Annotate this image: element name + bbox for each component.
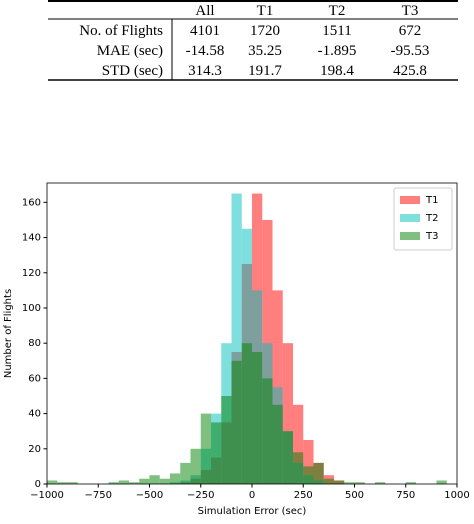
bar [436, 480, 447, 484]
x-tick-label: 750 [396, 490, 415, 501]
header-cell: T1 [257, 3, 274, 19]
cell: 314.3 [188, 63, 222, 79]
y-tick-label: 40 [28, 409, 41, 420]
bar [303, 466, 314, 484]
bar [241, 343, 252, 484]
bar [252, 351, 263, 484]
x-tick-label: −1000 [30, 490, 64, 501]
bar [344, 482, 355, 484]
bar [211, 422, 222, 484]
bar [231, 360, 242, 484]
y-tick-label: 120 [22, 268, 41, 279]
bar [170, 473, 181, 484]
cell: 4101 [190, 23, 220, 39]
x-tick-label: −250 [187, 490, 214, 501]
x-tick-label: −750 [85, 490, 112, 501]
header-cell: T2 [329, 3, 346, 19]
y-tick-label: 160 [22, 197, 41, 208]
x-tick-label: 0 [249, 490, 255, 501]
bar [200, 413, 211, 484]
cell: 425.8 [393, 63, 427, 79]
x-tick-label: 250 [294, 490, 313, 501]
legend-label: T3 [425, 231, 438, 242]
chart: −1000 −750 −500 −250 0 250 500 750 1000 0 20 40 60 80… [3, 182, 470, 517]
bar [108, 482, 119, 484]
y-tick-label: 140 [22, 233, 41, 244]
legend-label: T2 [425, 213, 438, 224]
bar [118, 480, 129, 484]
header-cell: T3 [402, 3, 419, 19]
y-tick-label: 20 [28, 444, 41, 455]
bar [57, 482, 68, 484]
table: All T1 T2 T3 No. of Flights 4101 1720 1511 672 MA… [48, 0, 458, 81]
row-label: No. of Flights [79, 23, 163, 39]
cell: -14.58 [186, 43, 225, 59]
y-axis-label: Number of Flights [3, 289, 14, 378]
bar [67, 482, 78, 484]
bar [293, 404, 304, 484]
cell: 672 [399, 23, 422, 39]
x-tick-label: 500 [345, 490, 364, 501]
x-tick-label: −500 [136, 490, 163, 501]
bar [375, 482, 386, 484]
cell: 1720 [250, 23, 280, 39]
bar [190, 448, 201, 484]
legend-label: T1 [425, 195, 438, 206]
bar [293, 452, 304, 484]
cell: -1.895 [318, 43, 357, 59]
cell: 1511 [322, 23, 351, 39]
row-label: STD (sec) [102, 63, 163, 79]
bar [313, 462, 324, 484]
bar [262, 378, 273, 484]
legend-swatch [400, 214, 420, 222]
cell: 191.7 [248, 63, 282, 79]
x-tick-label: 1000 [444, 490, 469, 501]
y-tick-label: 60 [28, 373, 41, 384]
y-tick-label: 0 [35, 479, 41, 490]
y-tick-label: 100 [22, 303, 41, 314]
bar [231, 193, 242, 484]
cell: 35.25 [248, 43, 282, 59]
bar [334, 480, 345, 484]
legend-swatch [400, 232, 420, 240]
bar [221, 395, 232, 484]
bar [47, 480, 58, 484]
bar [180, 462, 191, 484]
bar [149, 475, 160, 484]
header-cell: All [195, 3, 214, 19]
bar [405, 482, 416, 484]
cell: -95.53 [391, 43, 430, 59]
bar [323, 478, 334, 484]
x-axis-label: Simulation Error (sec) [198, 506, 307, 517]
row-label: MAE (sec) [97, 43, 163, 59]
bar [272, 404, 283, 484]
bar [139, 478, 150, 484]
bar [282, 431, 293, 484]
bar [303, 439, 314, 484]
bar [129, 482, 140, 484]
legend-swatch [400, 196, 420, 204]
bar [282, 343, 293, 484]
bar [159, 478, 170, 484]
bar [354, 482, 365, 484]
cell: 198.4 [320, 63, 354, 79]
y-tick-label: 80 [28, 338, 41, 349]
